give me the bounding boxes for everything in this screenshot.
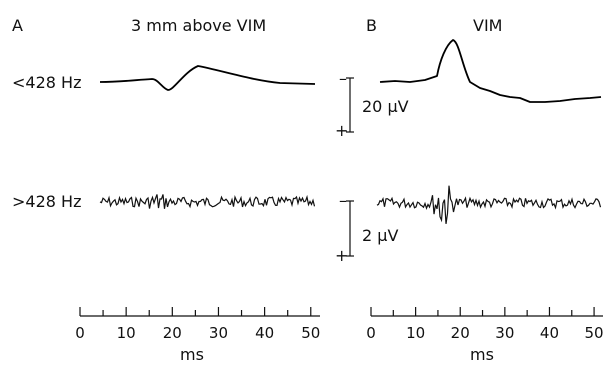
x-axis-tick-label: 20	[451, 324, 470, 342]
x-axis-tick-label: 10	[406, 324, 425, 342]
trace-b-low-frequency	[379, 39, 602, 103]
row-label-high-frequency: >428 Hz	[12, 192, 81, 211]
x-axis-tick-label: 20	[163, 324, 182, 342]
trace-a-low-frequency	[99, 65, 316, 91]
x-axis-tick-label: 30	[209, 324, 228, 342]
x-axis-b: 0 10 20 30 40 50	[366, 307, 604, 342]
scale-bar-bottom-plus: +	[335, 246, 348, 265]
x-axis-tick-label: 50	[301, 324, 320, 342]
x-axis-a: 0 10 20 30 40 50	[75, 307, 320, 342]
scale-bar-top: – 20 μV +	[335, 69, 409, 140]
x-axis-tick-label: 10	[117, 324, 136, 342]
x-axis-label-a: ms	[180, 345, 204, 364]
x-axis-tick-label: 0	[366, 324, 376, 342]
x-axis-tick-label: 50	[585, 324, 604, 342]
scale-bar-top-plus: +	[335, 121, 348, 140]
row-label-low-frequency: <428 Hz	[12, 73, 81, 92]
panel-title-a: 3 mm above VIM	[131, 16, 266, 35]
x-axis-tick-label: 30	[495, 324, 514, 342]
scale-bar-bottom-value: 2 μV	[362, 226, 398, 245]
panel-letter-a: A	[12, 16, 23, 35]
x-axis-tick-label: 40	[255, 324, 274, 342]
trace-b-high-frequency	[376, 185, 602, 224]
panel-title-b: VIM	[473, 16, 502, 35]
panel-letter-b: B	[366, 16, 377, 35]
scale-bar-bottom-minus: –	[339, 191, 347, 210]
x-axis-tick-label: 0	[75, 324, 85, 342]
trace-a-high-frequency	[99, 194, 316, 209]
x-axis-label-b: ms	[470, 345, 494, 364]
scale-bar-top-value: 20 μV	[362, 97, 409, 116]
scale-bar-bottom: – 2 μV +	[335, 191, 398, 265]
scale-bar-top-minus: –	[339, 69, 347, 88]
x-axis-tick-label: 40	[540, 324, 559, 342]
